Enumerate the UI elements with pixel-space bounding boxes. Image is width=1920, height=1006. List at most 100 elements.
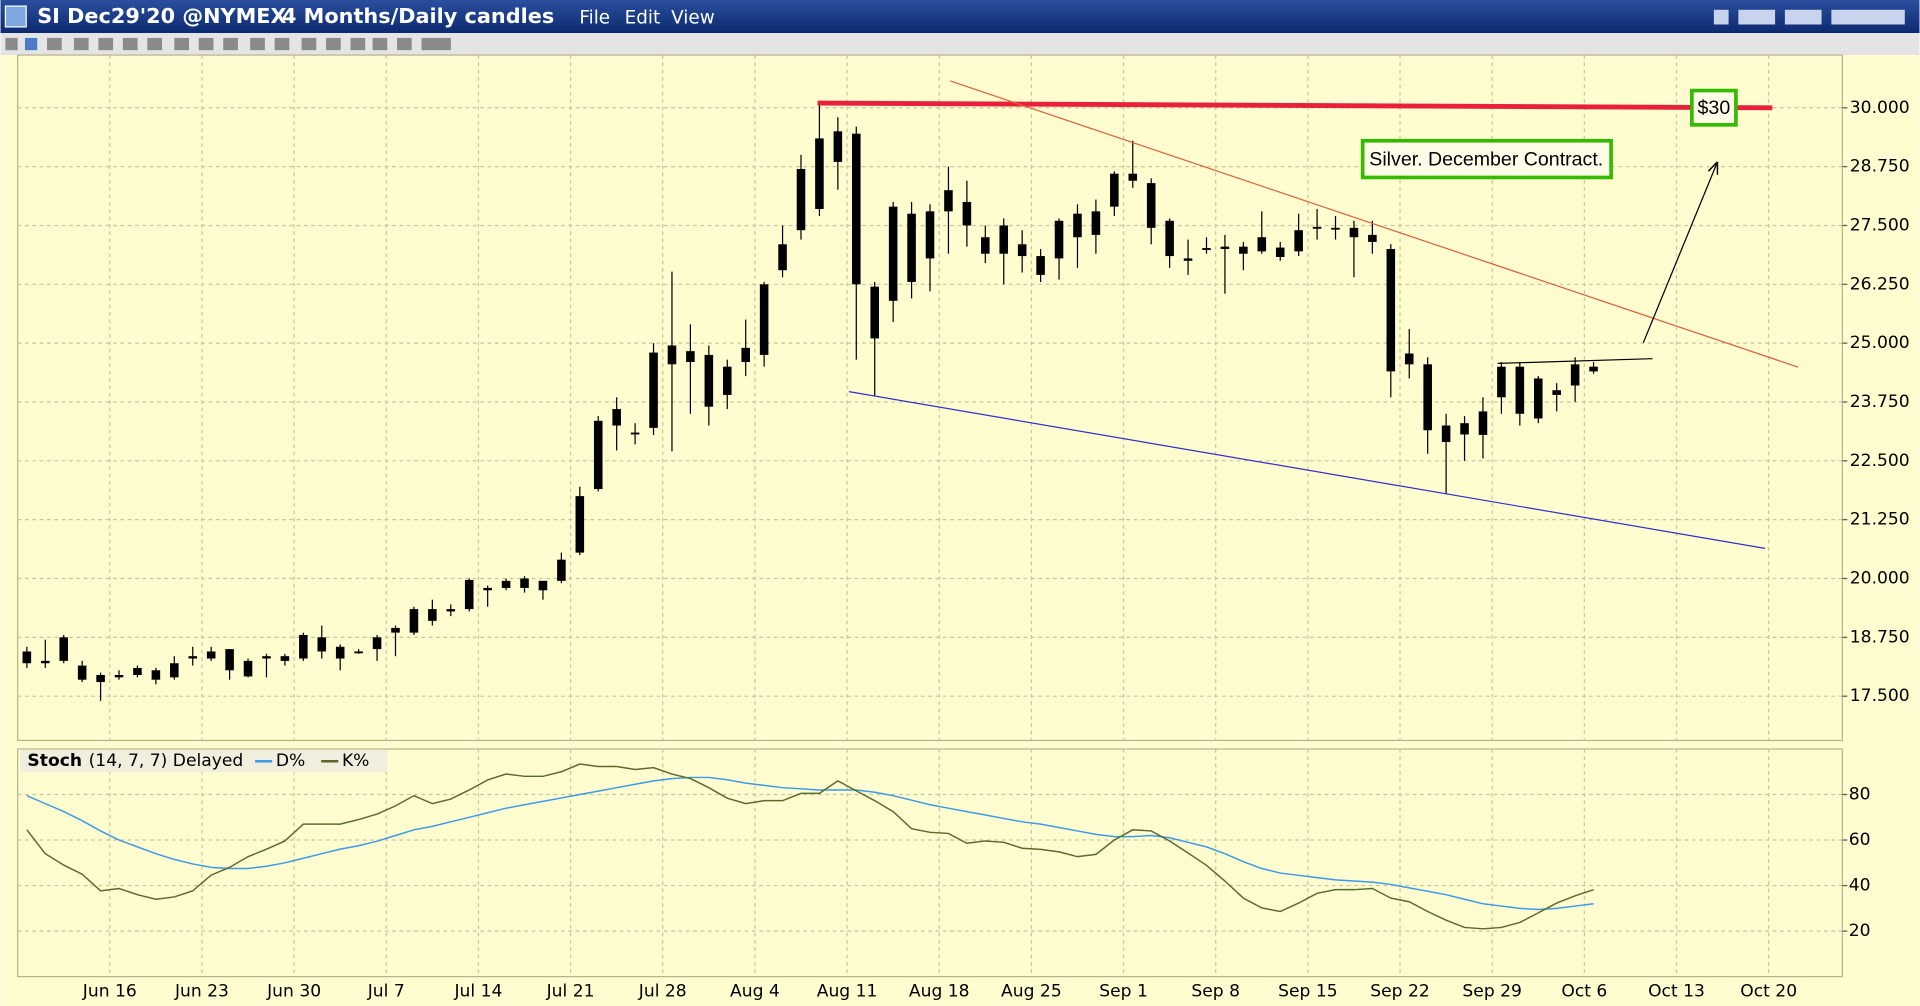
tool-icon[interactable] (250, 37, 265, 51)
tool-icon[interactable] (174, 37, 189, 51)
candle-body (41, 660, 50, 664)
tool-icon[interactable] (24, 37, 38, 51)
window-buttons[interactable] (1713, 9, 1905, 25)
candle-body (833, 131, 843, 162)
tool-icon[interactable] (98, 37, 114, 51)
x-tick-label: Aug 18 (909, 981, 970, 1001)
y-tick-label: 20 (1849, 921, 1871, 941)
candle-body (630, 432, 640, 435)
window-title[interactable]: SI Dec29'20 @NYMEX (37, 4, 286, 28)
trend-line (848, 391, 1766, 549)
pin-button[interactable] (1784, 9, 1822, 25)
candle-body (1404, 353, 1414, 365)
y-tick-label: 26.250 (1850, 274, 1910, 294)
tool-icon[interactable] (122, 37, 138, 51)
tool-icon[interactable] (47, 37, 62, 51)
annotation: $30 (1698, 97, 1731, 119)
candle-body (852, 133, 861, 285)
size-buttons[interactable] (1831, 9, 1905, 25)
candle-body (1165, 220, 1174, 257)
candle-body (391, 627, 400, 633)
candle-body (1054, 220, 1064, 259)
candle-body (1220, 246, 1230, 250)
candle-body (77, 665, 87, 680)
legend-label[interactable]: K% (342, 751, 370, 771)
x-tick-label: Aug 25 (1001, 981, 1062, 1001)
menu-file[interactable]: File (579, 7, 610, 28)
x-tick-label: Aug 4 (730, 981, 780, 1001)
candle-body (796, 168, 806, 231)
candle-body (464, 579, 474, 610)
candle-body (557, 559, 566, 581)
candle-body (1017, 244, 1027, 257)
candle-body (1275, 247, 1285, 258)
menu-view[interactable]: View (671, 7, 715, 28)
link-button[interactable] (1738, 9, 1776, 25)
candle-body (1497, 366, 1506, 398)
tool-icon[interactable] (147, 37, 163, 51)
tool-icon[interactable] (421, 37, 451, 51)
y-tick-label: 20.000 (1850, 569, 1910, 589)
tool-icon[interactable] (73, 37, 89, 51)
candle-body (999, 225, 1009, 254)
y-tick-label: 17.500 (1850, 686, 1910, 706)
candle-body (612, 409, 621, 426)
x-tick-label: Jul 7 (367, 981, 405, 1001)
tool-icon[interactable] (326, 37, 341, 51)
candle-body (1091, 211, 1101, 235)
candle-body (1515, 366, 1525, 414)
y-tick-label: 22.500 (1850, 451, 1910, 471)
chart-background (0, 55, 1920, 1006)
trend-line (817, 100, 1773, 111)
trend-line (1642, 163, 1717, 343)
candle-body (944, 190, 953, 212)
y-tick-label: 23.750 (1850, 392, 1910, 412)
candle-body (1312, 226, 1322, 229)
candle-body (538, 580, 548, 591)
legend-title: Stoch (27, 751, 82, 771)
candle-body (1146, 183, 1156, 228)
title-bar (0, 0, 1920, 34)
toolbar-icons[interactable] (5, 37, 451, 51)
candle-body (962, 201, 972, 226)
tool-icon[interactable] (350, 37, 366, 51)
tool-icon[interactable] (274, 37, 290, 51)
tool-icon[interactable] (5, 37, 18, 51)
tool-icon[interactable] (223, 37, 238, 51)
trend-line (1497, 358, 1653, 364)
candle-body (741, 347, 750, 362)
candle-body (1570, 364, 1580, 386)
y-tick-label: 30.000 (1850, 98, 1910, 118)
window-period[interactable]: 4 Months/Daily candles (282, 4, 554, 28)
candle-body (981, 237, 990, 254)
candle-body (1368, 234, 1377, 242)
x-tick-label: Sep 1 (1099, 981, 1148, 1001)
x-tick-label: Oct 20 (1740, 981, 1797, 1001)
marks (22, 80, 1799, 930)
x-tick-label: Jun 23 (174, 981, 229, 1001)
legend-label[interactable]: D% (276, 751, 305, 771)
candle-body (188, 656, 198, 659)
candle-body (225, 649, 234, 671)
x-tick-label: Aug 11 (817, 981, 878, 1001)
x-tick-label: Sep 15 (1278, 981, 1338, 1001)
tool-icon[interactable] (301, 37, 317, 51)
tool-icon[interactable] (198, 37, 214, 51)
candle-body (1036, 256, 1045, 275)
x-tick-label: Jul 28 (638, 981, 687, 1001)
tool-icon[interactable] (372, 37, 388, 51)
candle-body (428, 609, 437, 621)
candle-body (354, 651, 363, 654)
x-tick-label: Jul 14 (453, 981, 502, 1001)
candle-body (1589, 366, 1598, 372)
candle-body (722, 366, 732, 395)
menu-edit[interactable]: Edit (625, 7, 661, 28)
candle-body (501, 580, 511, 588)
legend (20, 750, 388, 773)
trend-line (950, 80, 1799, 368)
tool-button[interactable] (1713, 9, 1729, 25)
candle-body (1552, 390, 1561, 395)
x-tick-label: Jul 21 (546, 981, 595, 1001)
tool-icon[interactable] (397, 37, 412, 51)
